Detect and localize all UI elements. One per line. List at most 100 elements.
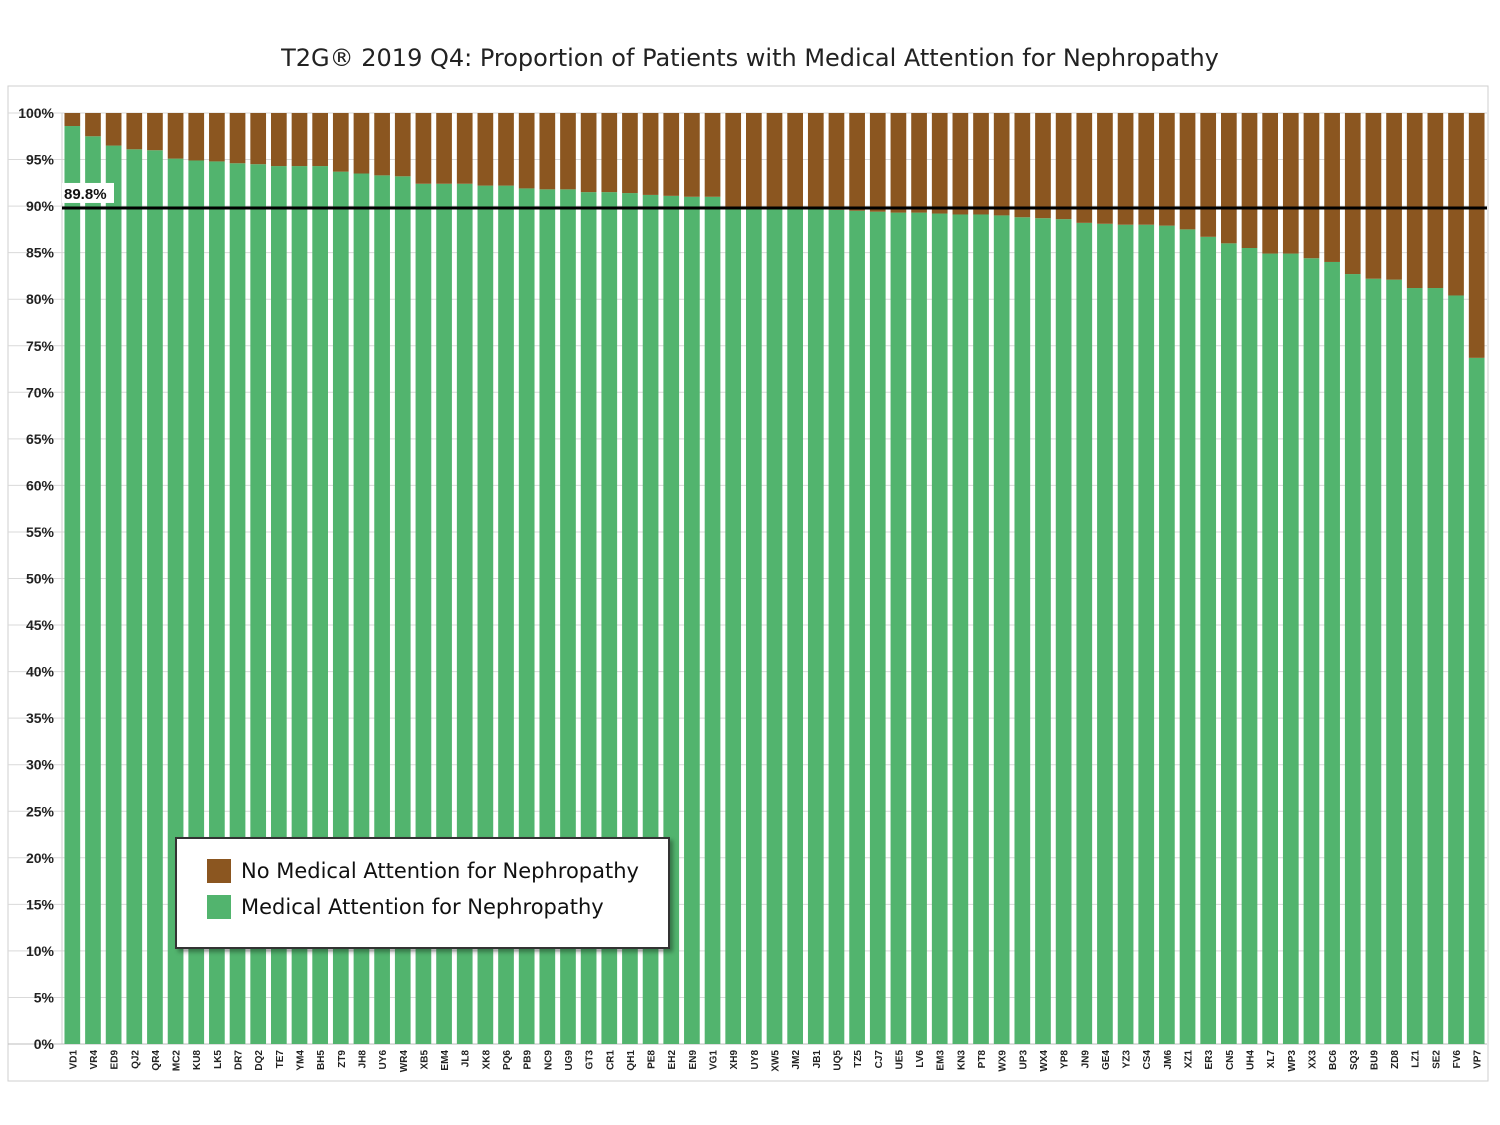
bar-no-attention-qh1 [622, 113, 638, 194]
bar-attention-vp7 [1468, 357, 1485, 1044]
bar-attention-xz1 [1179, 229, 1196, 1044]
x-tick-label: ZT9 [337, 1050, 348, 1068]
bar-no-attention-bh5 [312, 113, 328, 167]
bar-attention-fv6 [1448, 295, 1464, 1044]
x-tick-label: EM4 [440, 1050, 451, 1071]
x-tick-label: UY8 [750, 1050, 761, 1070]
bar-attention-sq3 [1344, 274, 1361, 1044]
x-tick-label: QH1 [626, 1050, 637, 1071]
bar-attention-yz3 [1117, 224, 1134, 1045]
bar-attention-ym4 [291, 166, 308, 1044]
bar-attention-eh2 [663, 195, 680, 1044]
bar-attention-pq6 [498, 185, 514, 1045]
bar-no-attention-wp3 [1282, 113, 1299, 254]
bar-attention-nc9 [539, 189, 556, 1045]
bar-no-attention-uy6 [374, 113, 390, 176]
bar-attention-dr7 [229, 163, 246, 1045]
y-tick-label: 70% [26, 384, 55, 400]
bar-no-attention-xx3 [1303, 113, 1320, 259]
x-tick-label: MC2 [172, 1050, 183, 1072]
bar-no-attention-up3 [1014, 113, 1031, 218]
x-tick-label: JM2 [791, 1050, 802, 1070]
bar-attention-pe8 [642, 194, 659, 1045]
bar-no-attention-wx4 [1035, 113, 1051, 219]
x-tick-label: VR4 [89, 1050, 100, 1070]
y-tick-label: 25% [26, 803, 55, 819]
bar-no-attention-zd8 [1386, 113, 1402, 280]
bar-no-attention-gt3 [580, 113, 597, 193]
x-tick-label: EH2 [667, 1050, 678, 1070]
x-tick-label: XB5 [419, 1050, 430, 1070]
y-tick-label: 0% [34, 1036, 55, 1052]
bar-attention-up3 [1014, 217, 1031, 1045]
x-tick-label: CR1 [605, 1050, 616, 1070]
x-tick-label: JB1 [812, 1050, 823, 1069]
bar-no-attention-pe8 [642, 113, 659, 195]
bar-no-attention-em3 [931, 113, 948, 214]
legend-label-attention: Medical Attention for Nephropathy [241, 895, 604, 919]
x-tick-label: UY6 [378, 1050, 389, 1070]
x-tick-label: CJ7 [874, 1050, 885, 1069]
x-tick-label: YZ3 [1122, 1050, 1133, 1069]
bar-no-attention-vg1 [704, 113, 721, 197]
bar-attention-jl8 [456, 183, 473, 1045]
bar-no-attention-ym4 [291, 113, 308, 167]
x-tick-label: TZ5 [853, 1050, 864, 1068]
bar-no-attention-mc2 [167, 113, 184, 159]
x-tick-label: XK8 [481, 1050, 492, 1070]
bar-no-attention-em4 [436, 113, 452, 184]
bar-attention-qr4 [147, 150, 163, 1045]
bar-attention-vr4 [85, 136, 101, 1044]
bar-attention-qh1 [622, 193, 638, 1045]
bar-attention-pt8 [973, 214, 989, 1044]
bar-attention-ed9 [105, 145, 122, 1044]
bar-no-attention-vp7 [1468, 113, 1485, 358]
x-tick-label: SE2 [1431, 1050, 1442, 1069]
bar-attention-jh8 [353, 173, 370, 1044]
bar-attention-yp8 [1055, 219, 1072, 1044]
x-tick-label: JL8 [461, 1050, 472, 1068]
bar-attention-cn5 [1221, 243, 1237, 1045]
x-tick-label: BU9 [1369, 1050, 1380, 1070]
y-tick-label: 85% [26, 245, 55, 261]
bar-no-attention-eh2 [663, 113, 680, 196]
legend: No Medical Attention for Nephropathy Med… [175, 837, 670, 949]
bar-attention-ku8 [188, 160, 205, 1044]
y-tick-label: 20% [26, 850, 55, 866]
bar-no-attention-dq2 [250, 113, 267, 165]
bar-no-attention-ge4 [1097, 113, 1113, 224]
x-tick-label: WX9 [998, 1050, 1009, 1072]
bar-no-attention-xk8 [477, 113, 494, 186]
y-tick-label: 80% [26, 291, 55, 307]
bar-attention-tz5 [849, 210, 865, 1044]
x-tick-label: QJ2 [130, 1050, 141, 1069]
bar-attention-em4 [436, 183, 452, 1045]
x-tick-label: VG1 [709, 1050, 720, 1070]
bar-attention-bh5 [312, 166, 328, 1044]
bar-attention-jm2 [787, 207, 803, 1044]
y-tick-label: 10% [26, 943, 55, 959]
bar-attention-xk8 [477, 185, 494, 1045]
x-tick-label: FV6 [1452, 1050, 1463, 1069]
bar-attention-pb9 [518, 188, 535, 1044]
chart-title: T2G® 2019 Q4: Proportion of Patients wit… [281, 44, 1219, 72]
x-tick-label: WX4 [1039, 1050, 1050, 1072]
bar-attention-xx3 [1303, 258, 1320, 1045]
bar-attention-lz1 [1406, 288, 1423, 1044]
legend-swatch-attention [207, 895, 231, 919]
bar-no-attention-cn5 [1221, 113, 1237, 244]
bar-no-attention-ed9 [105, 113, 122, 146]
bar-attention-wr4 [394, 176, 411, 1045]
bar-attention-wx4 [1035, 218, 1051, 1044]
x-tick-label: LV6 [915, 1050, 926, 1068]
bar-attention-en9 [684, 196, 700, 1045]
bar-no-attention-kn3 [952, 113, 969, 215]
reference-label-background [62, 182, 114, 203]
bar-no-attention-nc9 [539, 113, 556, 190]
bar-attention-vg1 [704, 196, 721, 1045]
x-tick-label: GT3 [585, 1050, 596, 1070]
legend-label-no-attention: No Medical Attention for Nephropathy [241, 859, 639, 883]
x-tick-label: EN9 [688, 1050, 699, 1070]
x-tick-label: UQ5 [832, 1050, 843, 1071]
bar-attention-xl7 [1262, 253, 1278, 1044]
